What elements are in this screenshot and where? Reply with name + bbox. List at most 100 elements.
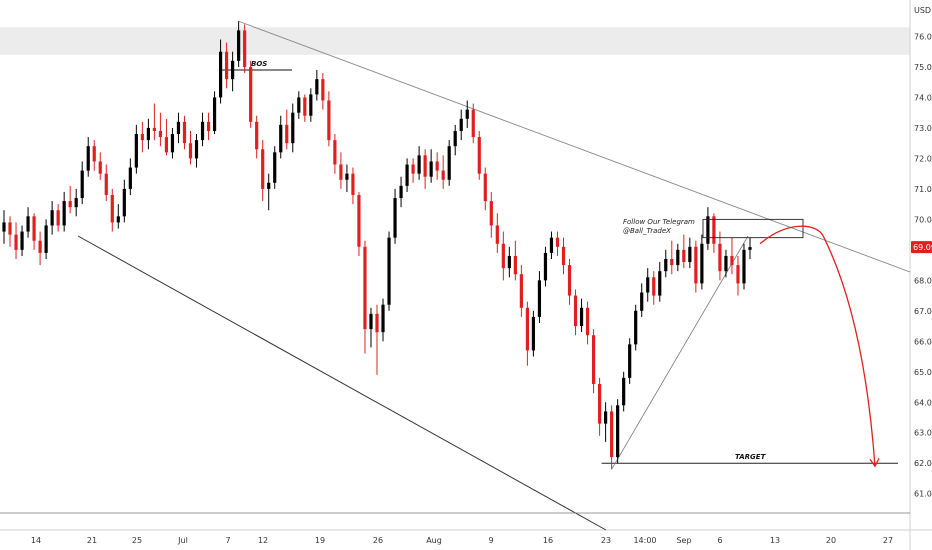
candle-body xyxy=(706,216,710,244)
candle-body xyxy=(381,304,385,333)
time-tick-label: 9 xyxy=(488,536,493,545)
candle-body xyxy=(116,216,120,223)
candle-body xyxy=(676,249,680,266)
candle-body xyxy=(471,109,475,138)
time-tick-label: 19 xyxy=(315,536,325,545)
candle-body xyxy=(56,210,60,226)
projection-arrowhead xyxy=(869,457,880,468)
candle-body xyxy=(700,243,704,284)
price-tick-label: 61.00 xyxy=(914,490,932,499)
candle-body xyxy=(273,152,277,183)
candle-body xyxy=(646,277,650,293)
candle-body xyxy=(399,185,403,199)
candle-body xyxy=(441,170,445,180)
bos-label: BOS xyxy=(251,60,267,68)
candle-body xyxy=(357,194,361,247)
candle-body xyxy=(255,121,259,150)
candle-body xyxy=(363,246,367,330)
candle-body xyxy=(628,344,632,378)
candle-body xyxy=(591,335,596,384)
candle-body xyxy=(748,247,752,250)
candle-body xyxy=(393,198,397,238)
candle-body xyxy=(285,124,289,144)
candle-body xyxy=(417,155,421,174)
time-tick-label: 27 xyxy=(883,536,893,545)
candle-body xyxy=(182,121,187,144)
candle-body xyxy=(333,140,337,165)
candle-body xyxy=(712,216,716,244)
candle-body xyxy=(688,246,692,263)
candle-body xyxy=(640,292,644,311)
candle-body xyxy=(622,377,626,406)
trend-drawings xyxy=(0,20,911,531)
candle-body xyxy=(134,134,138,168)
candle-body xyxy=(375,313,379,333)
candle-body xyxy=(291,112,295,144)
candle-body xyxy=(435,161,439,171)
time-tick-label: 26 xyxy=(373,536,383,545)
candle-body xyxy=(501,243,505,269)
candle-body xyxy=(50,210,54,226)
candle-body xyxy=(243,30,247,67)
candle-body xyxy=(62,201,66,226)
candle-body xyxy=(170,134,175,153)
candle-body xyxy=(664,259,668,272)
candle-body xyxy=(652,277,656,296)
candle-body xyxy=(194,140,199,159)
candle-body xyxy=(140,134,144,141)
candle-body xyxy=(2,222,6,232)
candle-body xyxy=(261,149,265,189)
time-tick-label: 20 xyxy=(826,536,836,545)
candle-body xyxy=(543,252,548,281)
time-tick-label: Sep xyxy=(676,536,691,545)
candle-body xyxy=(453,130,457,147)
overlays: BOS TARGET Follow Our Telegram @Ball_Tra… xyxy=(251,6,932,468)
candle-body xyxy=(429,161,433,177)
candle-body xyxy=(26,216,30,232)
candle-body xyxy=(736,265,740,284)
candle-body xyxy=(98,161,102,174)
candle-body xyxy=(682,249,686,263)
price-tick-label: 65.00 xyxy=(914,368,932,377)
price-tick-label: 75.00 xyxy=(914,63,932,72)
supply-box xyxy=(702,218,804,239)
candle-body xyxy=(531,316,536,351)
telegram-note-line1: Follow Our Telegram xyxy=(623,218,695,226)
projection-arrow xyxy=(759,225,876,467)
candle-body xyxy=(670,259,674,266)
candle-body xyxy=(122,188,126,217)
time-tick-label: 21 xyxy=(87,536,97,545)
candle-body xyxy=(14,234,18,250)
candle-body xyxy=(634,310,638,345)
candle-body xyxy=(104,173,108,195)
candle-body xyxy=(200,121,205,141)
candle-body xyxy=(483,173,487,202)
time-tick-label: 7 xyxy=(225,536,230,545)
candle-body xyxy=(176,121,181,135)
target-label: TARGET xyxy=(735,453,767,461)
time-axis: 14 21 25 Jul 7 12 19 26 Aug 9 16 23 14:00 Sep 6 13 20 27 xyxy=(31,536,893,545)
candle-body xyxy=(387,237,391,305)
price-tick-label: 67.00 xyxy=(914,307,932,316)
candle-body xyxy=(718,243,722,272)
candle-body xyxy=(327,100,331,141)
candle-body xyxy=(604,411,608,424)
price-tick-label: 66.00 xyxy=(914,337,932,346)
candle-body xyxy=(8,222,12,235)
price-tick-label: 73.00 xyxy=(914,124,932,133)
candles xyxy=(2,21,752,470)
time-tick-label: 23 xyxy=(601,536,611,545)
candle-body xyxy=(345,173,349,180)
price-tick-label: 76.00 xyxy=(914,32,932,41)
candle-body xyxy=(44,225,48,253)
candle-body xyxy=(405,164,409,186)
candle-body xyxy=(152,127,157,131)
price-tick-label: 72.00 xyxy=(914,154,932,163)
candle-body xyxy=(206,121,211,131)
candle-body xyxy=(616,405,620,458)
currency-label: USD xyxy=(914,6,931,15)
rising-trendline xyxy=(611,235,749,470)
